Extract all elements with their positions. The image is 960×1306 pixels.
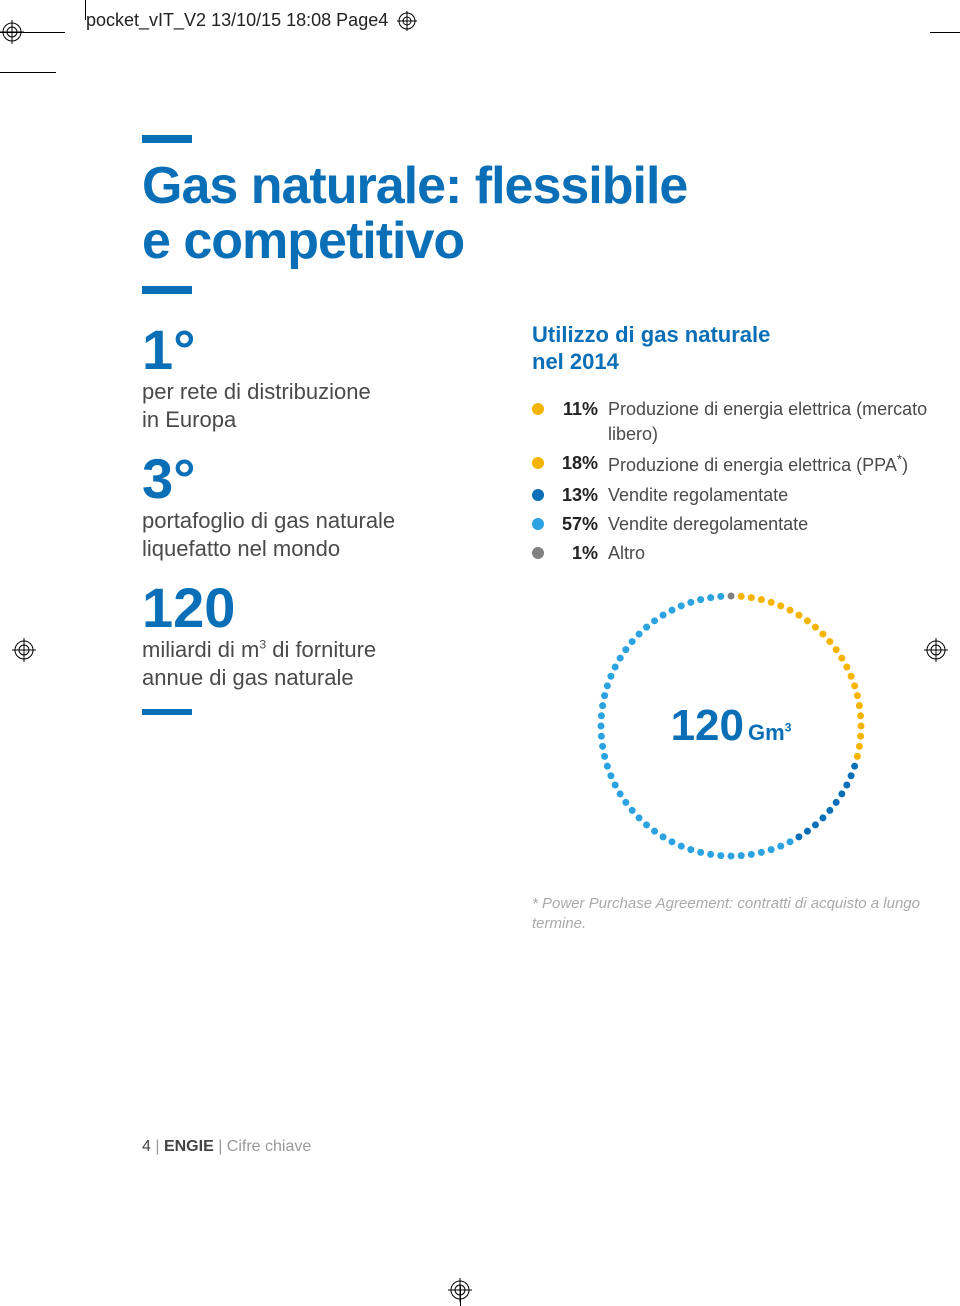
page-footer: 4 | ENGIE | Cifre chiave [142, 1138, 311, 1156]
stat-number: 120 [142, 580, 492, 636]
registration-mark-icon [448, 1278, 472, 1302]
legend-pct: 13% [554, 483, 598, 508]
legend-pct: 11% [554, 397, 598, 422]
stat-label: per rete di distribuzionein Europa [142, 378, 492, 433]
legend-dot-icon [532, 403, 544, 415]
page-title: Gas naturale: flessibile e competitivo [142, 159, 930, 268]
stat-label: portafoglio di gas naturaleliquefatto ne… [142, 507, 492, 562]
print-header: pocket_vIT_V2 13/10/15 18:08 Page4 [86, 10, 417, 31]
legend-label: Altro [608, 541, 930, 566]
legend-dot-icon [532, 457, 544, 469]
legend-item: 11% Produzione di energia elettrica (merc… [532, 397, 930, 447]
legend-dot-icon [532, 547, 544, 559]
legend-label: Vendite deregolamentate [608, 512, 930, 537]
legend-pct: 57% [554, 512, 598, 537]
legend-label: Produzione di energia elettrica (mercato… [608, 397, 930, 447]
legend-label: Vendite regolamentate [608, 483, 930, 508]
legend-dot-icon [532, 518, 544, 530]
stats-column: 1° per rete di distribuzionein Europa 3°… [142, 322, 492, 933]
registration-mark-icon [397, 11, 417, 31]
registration-mark-icon [0, 20, 24, 44]
chart-legend: 11% Produzione di energia elettrica (merc… [532, 397, 930, 566]
registration-mark-icon [12, 638, 36, 662]
legend-item: 1% Altro [532, 541, 930, 566]
legend-dot-icon [532, 489, 544, 501]
usage-column: Utilizzo di gas naturalenel 2014 11% Prod… [532, 322, 930, 933]
legend-label: Produzione di energia elettrica (PPA*) [608, 451, 930, 478]
donut-chart: 120Gm3 [591, 586, 871, 866]
stat-label: miliardi di m3 di fornitureannue di gas … [142, 636, 492, 691]
accent-bar [142, 286, 192, 294]
legend-pct: 18% [554, 451, 598, 476]
stat-number: 1° [142, 322, 492, 378]
chart-subhead: Utilizzo di gas naturalenel 2014 [532, 322, 930, 375]
legend-item: 13% Vendite regolamentate [532, 483, 930, 508]
accent-bar [142, 135, 192, 143]
donut-center-label: 120Gm3 [671, 701, 792, 751]
accent-bar [142, 709, 192, 715]
legend-item: 57% Vendite deregolamentate [532, 512, 930, 537]
legend-item: 18% Produzione di energia elettrica (PPA*… [532, 451, 930, 478]
stat-number: 3° [142, 451, 492, 507]
legend-pct: 1% [554, 541, 598, 566]
footnote: * Power Purchase Agreement: contratti di… [532, 894, 930, 933]
